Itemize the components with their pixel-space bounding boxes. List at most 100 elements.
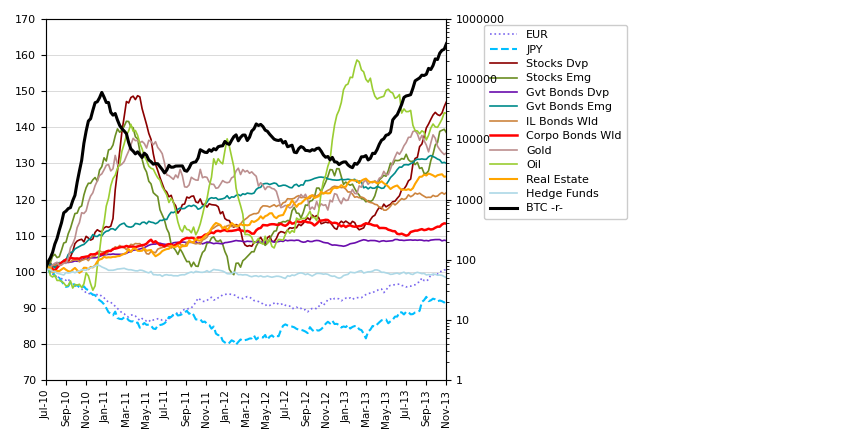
Gvt Bonds Dvp [41,265,51,271]
Stocks Emg [441,130,451,136]
Gvt Bonds Dvp [441,238,451,243]
Gold [397,148,407,153]
Real Estate [48,270,58,275]
Oil [401,109,411,114]
Corpo Bonds Wld [49,268,60,274]
Stocks Dvp [133,93,143,98]
Corpo Bonds Wld [441,221,451,226]
Real Estate [399,187,409,192]
Gvt Bonds Dvp [88,255,98,260]
IL Bonds Wld [441,190,451,195]
Stocks Emg [122,119,132,124]
BTC -r- [441,41,451,46]
Gold [430,136,440,141]
IL Bonds Wld [193,241,203,246]
Corpo Bonds Wld [48,266,58,272]
Gvt Bonds Emg [193,206,203,212]
Corpo Bonds Wld [401,233,411,238]
Stocks Emg [88,177,98,183]
Oil [90,283,100,288]
JPY [430,297,440,302]
IL Bonds Wld [330,183,340,189]
Corpo Bonds Wld [196,235,206,240]
EUR [41,265,51,271]
Line: EUR: EUR [46,268,446,322]
Stocks Dvp [88,236,98,241]
Line: Hedge Funds: Hedge Funds [46,265,446,278]
EUR [441,268,451,273]
Gold [48,262,58,268]
Stocks Emg [126,124,136,129]
IL Bonds Wld [41,265,51,271]
Gvt Bonds Dvp [430,237,440,242]
Hedge Funds [196,270,206,275]
Line: Gvt Bonds Emg: Gvt Bonds Emg [46,155,446,268]
Hedge Funds [41,265,51,271]
JPY [441,297,451,303]
IL Bonds Wld [399,197,409,202]
Real Estate [441,174,451,179]
Corpo Bonds Wld [90,252,100,257]
IL Bonds Wld [430,194,440,199]
IL Bonds Wld [123,245,133,250]
Hedge Funds [88,264,98,270]
Gvt Bonds Dvp [48,263,58,268]
Line: Gvt Bonds Dvp: Gvt Bonds Dvp [46,240,446,268]
Hedge Funds [126,267,136,272]
Hedge Funds [401,271,411,276]
EUR [399,283,409,288]
Line: Oil: Oil [46,60,446,290]
JPY [88,292,98,297]
EUR [196,297,206,302]
Gvt Bonds Emg [88,232,98,237]
IL Bonds Wld [48,262,58,268]
Legend: EUR, JPY, Stocks Dvp, Stocks Emg, Gvt Bonds Dvp, Gvt Bonds Emg, IL Bonds Wld, Co: EUR, JPY, Stocks Dvp, Stocks Emg, Gvt Bo… [484,24,627,219]
Gvt Bonds Emg [441,161,451,166]
Stocks Dvp [48,264,58,270]
Real Estate [423,171,434,176]
Stocks Dvp [441,99,451,104]
Gold [410,128,420,133]
JPY [193,317,203,322]
Oil [352,57,362,62]
EUR [123,314,133,319]
Oil [48,274,58,280]
Line: Stocks Dvp: Stocks Dvp [46,96,446,268]
JPY [48,268,58,274]
Oil [126,122,136,127]
Line: BTC -r-: BTC -r- [46,43,446,268]
JPY [123,318,133,323]
Gvt Bonds Emg [430,155,440,160]
Oil [196,221,206,226]
Oil [88,288,98,293]
Stocks Emg [196,256,206,261]
Gvt Bonds Dvp [123,249,133,255]
BTC -r- [41,265,51,271]
Gvt Bonds Dvp [399,238,409,243]
Real Estate [90,263,100,268]
BTC -r- [428,63,438,68]
JPY [231,342,241,347]
BTC -r- [397,101,407,107]
Gold [123,148,133,154]
Gvt Bonds Dvp [193,241,203,246]
Line: Corpo Bonds Wld: Corpo Bonds Wld [46,220,446,271]
Stocks Emg [433,140,443,145]
Stocks Dvp [196,196,206,202]
Stocks Emg [41,265,51,271]
EUR [144,319,154,325]
Oil [41,265,51,271]
Gold [41,265,51,271]
Line: Stocks Emg: Stocks Emg [46,121,446,275]
Gvt Bonds Emg [123,224,133,229]
BTC -r- [193,155,203,161]
Line: JPY: JPY [46,268,446,345]
Line: IL Bonds Wld: IL Bonds Wld [46,186,446,268]
Corpo Bonds Wld [320,217,331,222]
BTC -r- [123,140,133,145]
IL Bonds Wld [88,254,98,259]
Stocks Dvp [430,110,440,115]
Gold [88,190,98,195]
Gold [441,150,451,155]
JPY [399,312,409,317]
